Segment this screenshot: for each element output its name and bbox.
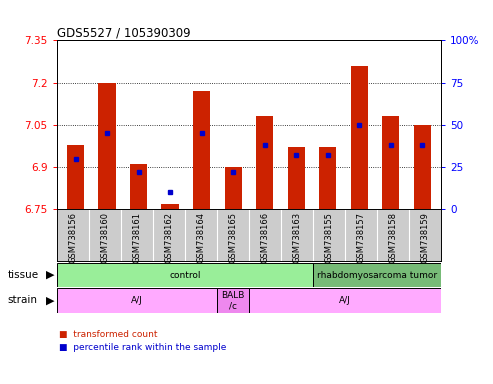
Text: ■  percentile rank within the sample: ■ percentile rank within the sample: [59, 343, 227, 352]
Text: A/J: A/J: [131, 296, 142, 305]
Text: GSM738164: GSM738164: [196, 212, 206, 263]
Bar: [382, 116, 399, 209]
Bar: [67, 144, 84, 209]
Text: GSM738161: GSM738161: [132, 212, 141, 263]
Text: GSM738166: GSM738166: [260, 212, 270, 263]
Bar: [313, 263, 441, 287]
Text: GSM738163: GSM738163: [292, 212, 302, 263]
Bar: [99, 83, 116, 209]
Bar: [414, 125, 431, 209]
Text: GSM738159: GSM738159: [421, 212, 430, 263]
Bar: [224, 167, 242, 209]
Text: ▶: ▶: [46, 295, 54, 306]
Bar: [287, 147, 305, 209]
Text: ▶: ▶: [46, 270, 54, 280]
Bar: [256, 116, 274, 209]
Text: tissue: tissue: [7, 270, 38, 280]
Bar: [217, 288, 249, 313]
Bar: [351, 66, 368, 209]
Bar: [57, 288, 217, 313]
Bar: [249, 288, 441, 313]
Text: GSM738156: GSM738156: [68, 212, 77, 263]
Text: strain: strain: [7, 295, 37, 306]
Text: GSM738155: GSM738155: [324, 212, 334, 263]
Text: rhabdomyosarcoma tumor: rhabdomyosarcoma tumor: [317, 271, 437, 280]
Text: GSM738158: GSM738158: [388, 212, 398, 263]
Text: GSM738157: GSM738157: [356, 212, 366, 263]
Text: BALB
/c: BALB /c: [221, 291, 245, 310]
Bar: [57, 263, 313, 287]
Text: GDS5527 / 105390309: GDS5527 / 105390309: [57, 26, 190, 39]
Text: ■  transformed count: ■ transformed count: [59, 330, 158, 339]
Text: GSM738160: GSM738160: [100, 212, 109, 263]
Text: control: control: [169, 271, 201, 280]
Bar: [162, 204, 179, 209]
Text: GSM738165: GSM738165: [228, 212, 238, 263]
Bar: [130, 164, 147, 209]
Bar: [193, 91, 211, 209]
Text: A/J: A/J: [339, 296, 351, 305]
Bar: [319, 147, 336, 209]
Text: GSM738162: GSM738162: [164, 212, 174, 263]
